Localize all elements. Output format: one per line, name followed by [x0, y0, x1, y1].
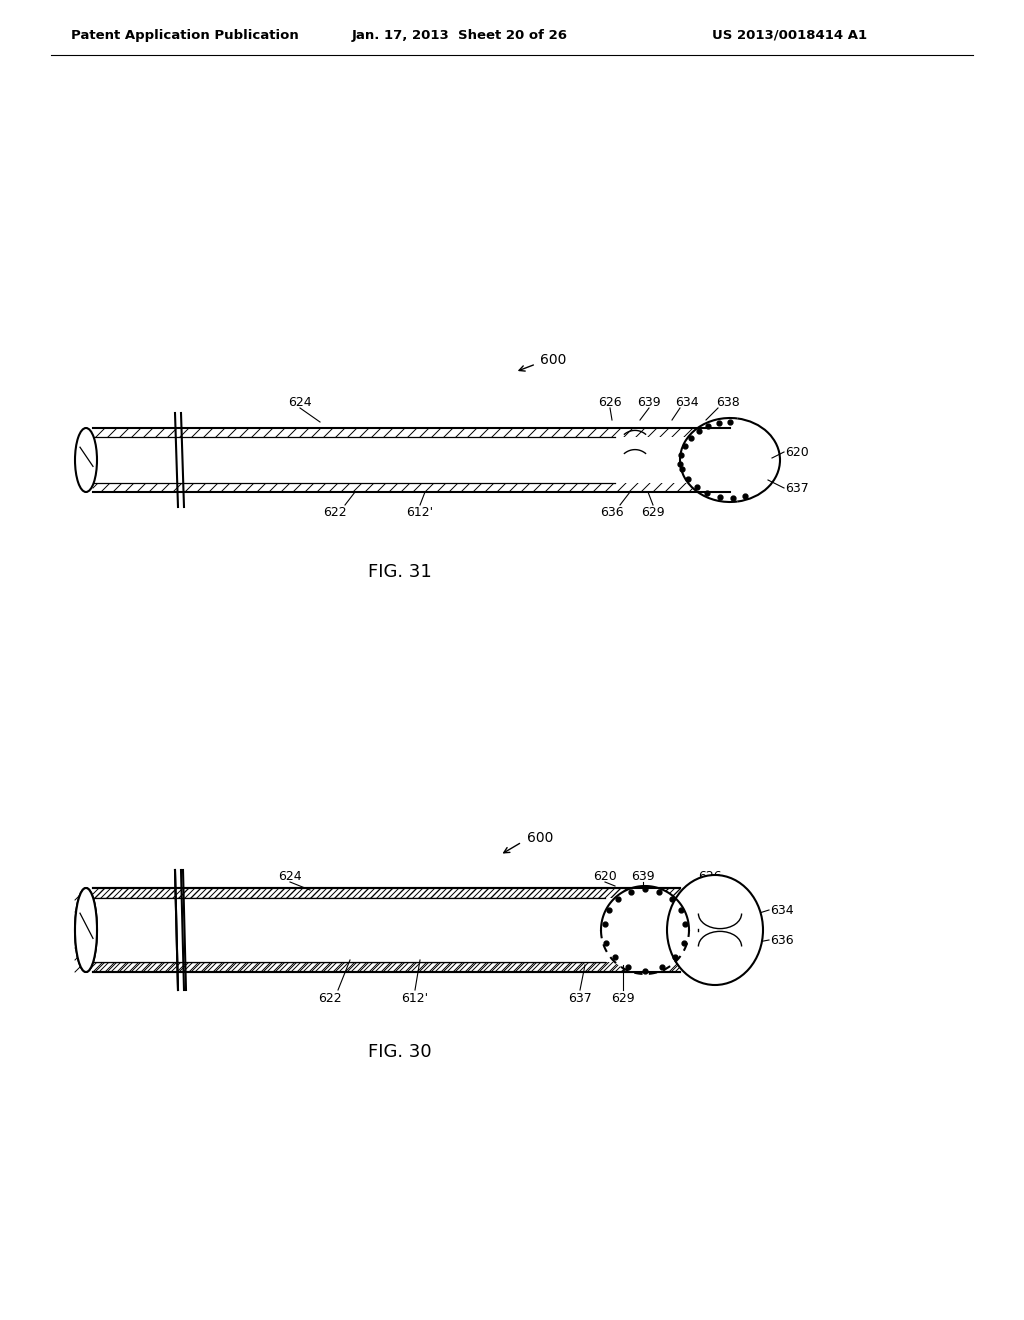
Text: 622: 622: [324, 506, 347, 519]
Text: 626: 626: [698, 870, 722, 883]
Text: Jan. 17, 2013  Sheet 20 of 26: Jan. 17, 2013 Sheet 20 of 26: [352, 29, 568, 41]
Text: 639: 639: [637, 396, 660, 408]
Text: 637: 637: [568, 991, 592, 1005]
Text: 624: 624: [288, 396, 312, 408]
Bar: [75, 428, 780, 492]
Text: 624: 624: [279, 870, 302, 883]
Text: 600: 600: [540, 352, 566, 367]
Text: 637: 637: [785, 482, 809, 495]
Ellipse shape: [75, 428, 97, 492]
Bar: [75, 888, 680, 972]
Text: 638: 638: [716, 396, 740, 408]
Bar: [75, 888, 680, 972]
Text: 639: 639: [631, 870, 654, 883]
Circle shape: [601, 886, 689, 974]
Text: FIG. 31: FIG. 31: [368, 564, 432, 581]
Text: 638: 638: [630, 919, 654, 932]
Text: 629: 629: [641, 506, 665, 519]
Ellipse shape: [75, 888, 97, 972]
Text: 600: 600: [527, 832, 553, 845]
Text: 622: 622: [318, 991, 342, 1005]
Ellipse shape: [75, 888, 97, 972]
Text: US 2013/0018414 A1: US 2013/0018414 A1: [713, 29, 867, 41]
Text: Patent Application Publication: Patent Application Publication: [71, 29, 299, 41]
Bar: [93, 898, 605, 962]
Bar: [93, 898, 680, 962]
Text: 634: 634: [675, 396, 698, 408]
Text: 612': 612': [407, 506, 433, 519]
Ellipse shape: [680, 418, 780, 502]
Bar: [93, 437, 730, 483]
Bar: [93, 898, 680, 962]
Ellipse shape: [667, 875, 763, 985]
Text: FIG. 30: FIG. 30: [369, 1043, 432, 1061]
Text: 626: 626: [598, 396, 622, 408]
Text: 620: 620: [785, 446, 809, 458]
Text: 636: 636: [770, 933, 794, 946]
Text: 634: 634: [770, 903, 794, 916]
Text: 636: 636: [600, 506, 624, 519]
Text: 620: 620: [593, 870, 616, 883]
Text: 629: 629: [611, 991, 635, 1005]
Text: 612': 612': [401, 991, 429, 1005]
